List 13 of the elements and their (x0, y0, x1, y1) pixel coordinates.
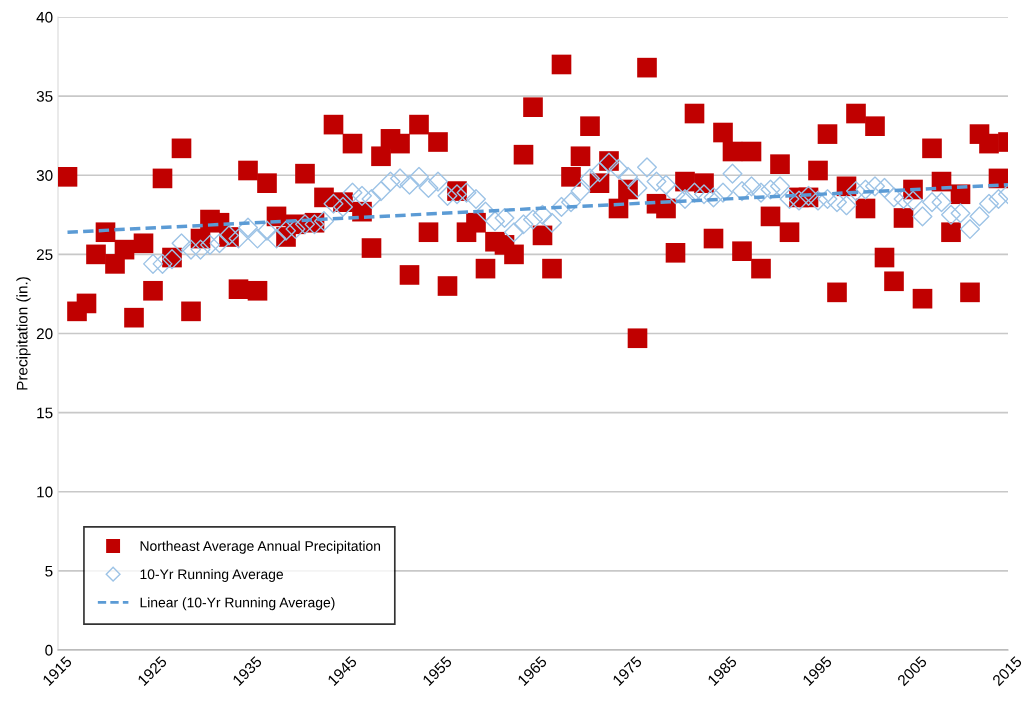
y-tick-label: 40 (36, 11, 53, 23)
y-tick-label: 30 (36, 170, 53, 181)
y-tick-label: 20 (36, 328, 53, 340)
legend-label: Northeast Average Annual Precipitation (140, 540, 381, 554)
y-tick-label: 10 (37, 486, 53, 498)
y-tick-label: 0 (45, 644, 53, 656)
y-tick-label: 5 (45, 565, 53, 577)
y-tick-label: 35 (36, 90, 53, 102)
legend-label: 10-Yr Running Average (140, 569, 284, 582)
y-tick-label: 15 (37, 407, 53, 419)
legend-label: Linear (10-Yr Running Average) (140, 597, 335, 611)
y-axis-title: Precipitation (in.) (16, 277, 31, 390)
y-tick-label: 25 (36, 249, 53, 261)
